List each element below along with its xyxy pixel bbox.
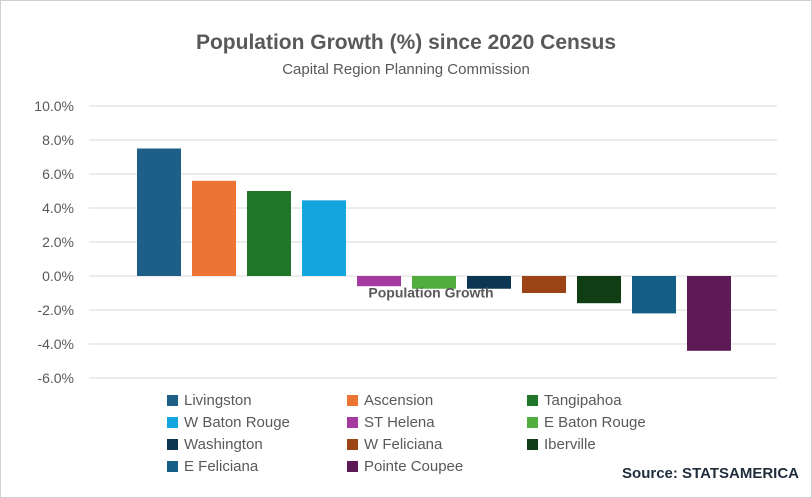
legend-item: W Feliciana xyxy=(347,435,527,454)
bar-e-feliciana xyxy=(632,276,676,314)
y-tick-label: 2.0% xyxy=(42,234,74,250)
legend-swatch xyxy=(167,461,178,472)
legend-label: E Baton Rouge xyxy=(544,414,646,431)
legend-swatch xyxy=(167,395,178,406)
legend-item: W Baton Rouge xyxy=(167,413,347,432)
legend-swatch xyxy=(347,395,358,406)
legend-item: Livingston xyxy=(167,391,347,410)
source-note: Source: STATSAMERICA xyxy=(622,465,799,482)
legend-label: Iberville xyxy=(544,436,596,453)
legend-swatch xyxy=(527,395,538,406)
legend-swatch xyxy=(167,439,178,450)
legend-label: W Feliciana xyxy=(364,436,443,453)
bar-w-baton-rouge xyxy=(302,200,346,276)
bar-w-feliciana xyxy=(522,276,566,293)
legend-swatch xyxy=(347,461,358,472)
chart-title: Population Growth (%) since 2020 Census xyxy=(195,31,617,54)
legend-label: E Feliciana xyxy=(184,458,259,475)
y-tick-label: 8.0% xyxy=(42,132,74,148)
legend-label: Livingston xyxy=(184,392,252,409)
bar-iberville xyxy=(577,276,621,304)
legend-item: Pointe Coupee xyxy=(347,457,527,476)
legend-label: Tangipahoa xyxy=(544,392,622,409)
legend-swatch xyxy=(167,417,178,428)
legend-item: Iberville xyxy=(527,435,707,454)
bar-ascension xyxy=(192,180,236,276)
bar-tangipahoa xyxy=(247,191,291,276)
bar-st-helena xyxy=(357,276,401,287)
bar-livingston xyxy=(137,148,181,276)
y-tick-label: -6.0% xyxy=(37,370,74,386)
legend-item: ST Helena xyxy=(347,413,527,432)
legend-swatch xyxy=(527,439,538,450)
legend-item: E Feliciana xyxy=(167,457,347,476)
chart-legend: Livingston Ascension Tangipahoa W Baton Rou… xyxy=(167,391,727,476)
bar-e-baton-rouge xyxy=(412,276,456,289)
bar-washington xyxy=(467,276,511,289)
bar-chart: 10.0% 8.0% 6.0% 4.0% 2.0% 0.0% -2.0% -4.0% -6.0%… xyxy=(34,98,777,386)
y-tick-label: 4.0% xyxy=(42,200,74,216)
chart-subtitle: Capital Region Planning Commission xyxy=(282,61,530,78)
legend-item: E Baton Rouge xyxy=(527,413,707,432)
y-tick-label: 10.0% xyxy=(34,98,74,114)
legend-item: Washington xyxy=(167,435,347,454)
legend-item: Tangipahoa xyxy=(527,391,707,410)
legend-label: ST Helena xyxy=(364,414,435,431)
y-tick-label: 6.0% xyxy=(42,166,74,182)
legend-swatch xyxy=(347,417,358,428)
series-label: Population Growth xyxy=(368,284,493,300)
legend-label: Ascension xyxy=(364,392,434,409)
legend-label: W Baton Rouge xyxy=(184,414,290,431)
legend-swatch xyxy=(527,417,538,428)
legend-label: Washington xyxy=(184,436,263,453)
y-tick-label: 0.0% xyxy=(42,268,74,284)
bar-pointe-coupee xyxy=(687,276,731,351)
legend-label: Pointe Coupee xyxy=(364,458,464,475)
legend-item: Ascension xyxy=(347,391,527,410)
y-tick-label: -2.0% xyxy=(37,302,74,318)
y-tick-label: -4.0% xyxy=(37,336,74,352)
legend-swatch xyxy=(347,439,358,450)
